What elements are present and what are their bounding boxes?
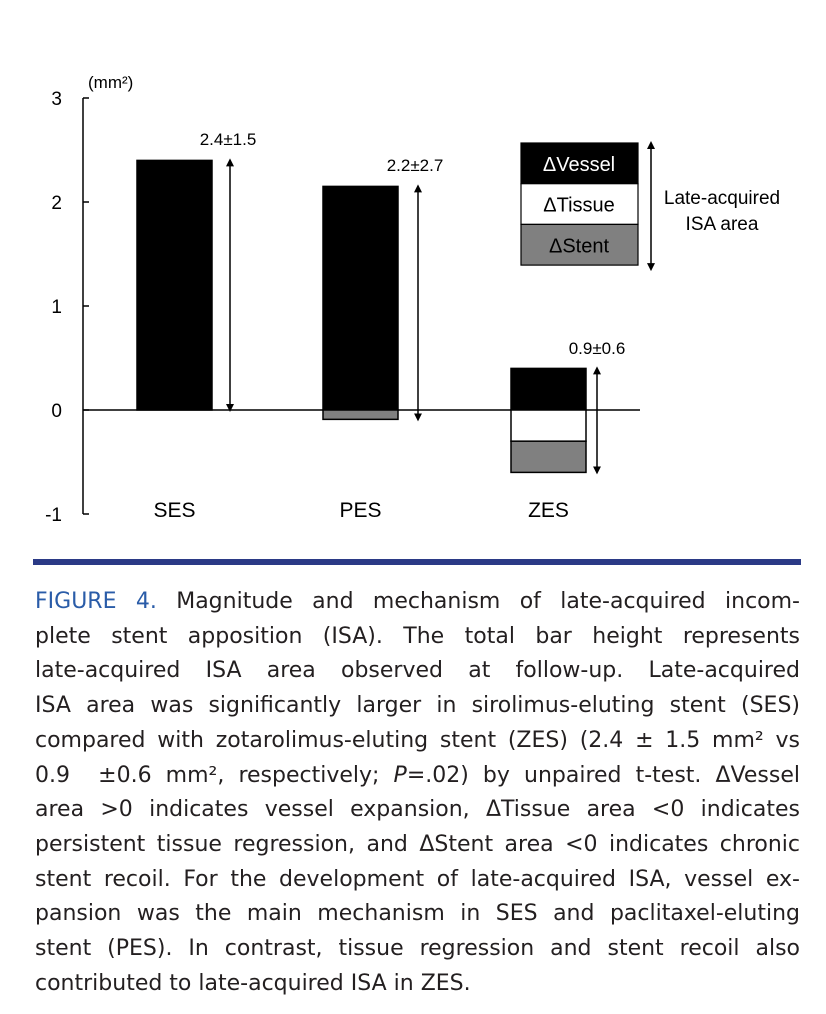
- legend-swatch: [520, 142, 639, 185]
- bar-segment-zes: [510, 367, 587, 411]
- data-label: 2.4±1.5: [200, 130, 257, 149]
- caption-line: pansion was the main mechanism in SES an…: [35, 901, 800, 927]
- legend-label: ΔVessel: [543, 154, 615, 176]
- legend-swatch: [520, 223, 639, 266]
- bar-chart: (mm²) 3 2 1 0 -1 2.4±1.5 SES 2.2±2.7 PES 0.9±0.6 ZE…: [45, 73, 780, 526]
- y-tick-label: 2: [51, 193, 62, 214]
- data-label: 0.9±0.6: [569, 339, 626, 358]
- bar-segment-zes: [510, 440, 587, 474]
- y-tick-label: -1: [45, 505, 62, 526]
- figure-caption: FIGURE 4. Magnitude and mechanism of lat…: [35, 585, 800, 1001]
- bar-segment-ses: [136, 159, 213, 411]
- caption-line: stent recoil. For the development of lat…: [35, 866, 800, 892]
- y-tick-label: 1: [51, 297, 62, 318]
- caption-line: persistent tissue regression, and ΔStent…: [35, 831, 800, 857]
- caption-line: compared with zotarolimus-eluting stent …: [35, 727, 800, 753]
- caption-line: stent (PES). In contrast, tissue regress…: [35, 936, 800, 962]
- data-label: 2.2±2.7: [387, 156, 444, 175]
- legend-swatch: [520, 183, 639, 225]
- bar-segment-zes: [510, 409, 587, 442]
- y-tick-label: 3: [51, 89, 62, 110]
- caption-line: FIGURE 4. Magnitude and mechanism of lat…: [35, 589, 800, 614]
- caption-divider: [33, 559, 801, 565]
- figure-label: FIGURE 4.: [35, 589, 157, 614]
- bar-segment-pes: [322, 185, 399, 411]
- legend-bracket-label: Late-acquired: [664, 188, 780, 209]
- caption-line: ISA area was significantly larger in sir…: [35, 693, 800, 719]
- caption-line: 0.9 ±0.6 mm², respectively; P=.02) by un…: [35, 762, 800, 788]
- legend-label: ΔStent: [549, 235, 610, 257]
- caption-line: plete stent apposition (ISA). The total …: [35, 623, 800, 649]
- y-tick-label: 0: [51, 401, 62, 422]
- bar-segment-pes: [322, 409, 399, 421]
- legend-bracket-label: ISA area: [686, 214, 759, 235]
- caption-line: contributed to late-acquired ISA in ZES.: [35, 970, 471, 996]
- x-tick-label: ZES: [528, 499, 569, 522]
- x-tick-label: PES: [339, 499, 381, 522]
- caption-line: late-acquired ISA area observed at follo…: [35, 658, 800, 684]
- unit-label: (mm²): [88, 73, 133, 92]
- x-tick-label: SES: [153, 499, 195, 522]
- legend-label: ΔTissue: [543, 195, 615, 217]
- caption-line: area >0 indicates vessel expansion, ΔTis…: [35, 797, 800, 823]
